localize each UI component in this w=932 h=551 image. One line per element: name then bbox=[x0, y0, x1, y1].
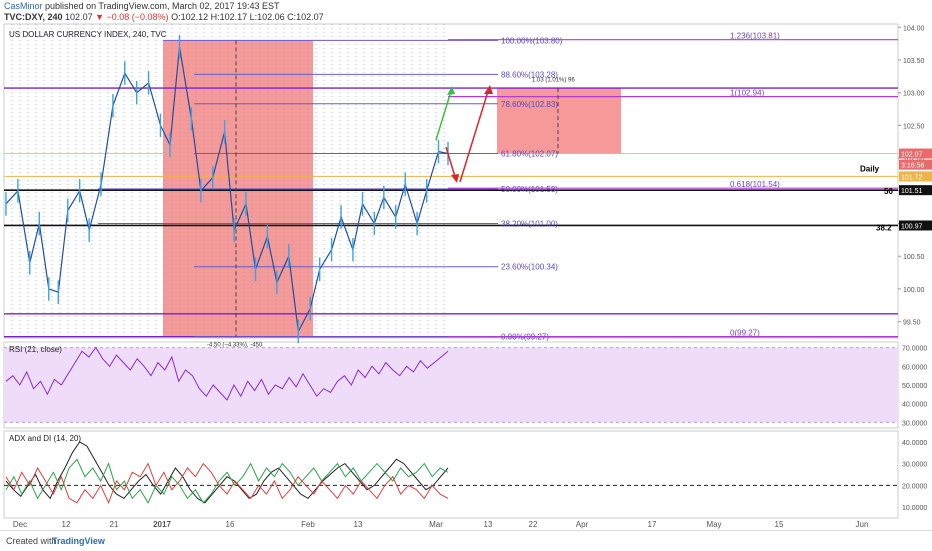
x-tick-label: Mar bbox=[429, 520, 443, 529]
green-arrow-line bbox=[435, 87, 453, 141]
fib-right-label: 1(102.94) bbox=[730, 89, 765, 98]
rsi-tick-label: 30.0000 bbox=[902, 420, 927, 427]
black-level-box-2: 100.97 bbox=[901, 223, 923, 230]
publish-info: published on TradingView.com, March 02, … bbox=[45, 1, 280, 11]
x-tick-label: 12 bbox=[62, 520, 71, 529]
adx-tick-label: 20.0000 bbox=[902, 483, 927, 490]
y-tick-label: 100.00 bbox=[903, 287, 925, 294]
fib-right-label: 0(99.27) bbox=[730, 329, 760, 338]
y-tick-label: 99.50 bbox=[903, 320, 921, 327]
fib382-label: 38.2 bbox=[876, 224, 892, 233]
x-tick-label: 16 bbox=[226, 520, 235, 529]
rsi-label: RSI (21, close) bbox=[9, 345, 62, 354]
measure-left-label: -4.50 (−4.33%), -450 bbox=[207, 343, 263, 349]
di-minus-line bbox=[5, 462, 449, 505]
chart-title: US DOLLAR CURRENCY INDEX, 240, TVC bbox=[9, 30, 167, 39]
target-zone bbox=[497, 88, 621, 154]
symbol-line: TVC:DXY, 240 102.07 ▼ −0.08 (−0.08%) O:1… bbox=[4, 12, 324, 22]
adx-tick-label: 30.0000 bbox=[902, 462, 927, 469]
ma50-label: 50 bbox=[884, 187, 893, 196]
author-link[interactable]: CasMinor bbox=[4, 1, 43, 11]
last-price-box-bg bbox=[899, 148, 932, 159]
y-tick-label: 100.50 bbox=[903, 254, 925, 261]
x-tick-label: Feb bbox=[301, 520, 315, 529]
rsi-band bbox=[4, 347, 898, 423]
daily-label: Daily bbox=[860, 164, 880, 173]
price-change: ▼ −0.08 (−0.08%) bbox=[95, 12, 169, 22]
red-arrow-up-head bbox=[484, 85, 493, 94]
fib-left-label: 23.60%(100.34) bbox=[501, 263, 558, 272]
x-tick-label: May bbox=[706, 520, 721, 529]
ohlc-values: O:102.12 H:102.17 L:102.06 C:102.07 bbox=[171, 12, 324, 22]
orange-level-box: 101.72 bbox=[901, 174, 923, 181]
fib-left-label: 50.00%(101.53) bbox=[501, 185, 558, 194]
last-price-box: 102.07 bbox=[901, 152, 923, 159]
x-tick-label: Apr bbox=[576, 520, 589, 529]
rsi-tick-label: 40.0000 bbox=[902, 402, 927, 409]
symbol-name: TVC:DXY, 240 bbox=[4, 12, 63, 22]
black-level-box-1: 101.51 bbox=[901, 188, 923, 195]
rsi-tick-label: 60.0000 bbox=[902, 364, 927, 371]
x-tick-label: Dec bbox=[13, 520, 27, 529]
x-tick-label: 22 bbox=[529, 520, 538, 529]
main-panel bbox=[3, 23, 899, 339]
red-arrow-down bbox=[445, 146, 457, 181]
y-tick-label: 102.50 bbox=[903, 123, 925, 130]
y-tick-label: 103.50 bbox=[903, 58, 925, 65]
orange-level-box-bg bbox=[899, 171, 932, 182]
fib-left-label: 78.60%(102.83) bbox=[501, 100, 558, 109]
publish-line: CasMinor published on TradingView.com, M… bbox=[4, 1, 280, 11]
created-with-label: Created with bbox=[6, 536, 57, 546]
rsi-series-line bbox=[5, 346, 449, 401]
footer: Created with TradingView bbox=[0, 530, 932, 551]
x-tick-label: 13 bbox=[354, 520, 363, 529]
red-arrow-down-head bbox=[451, 174, 459, 183]
last-price: 102.07 bbox=[65, 12, 93, 22]
chart-svg[interactable]: Dec 12 21 2017 16 Feb 13 Mar 13 22 Apr 17 May 15 Jun 99… bbox=[0, 0, 932, 530]
black-level-box-2-bg bbox=[899, 220, 932, 231]
tradingview-logo[interactable]: TradingView bbox=[52, 536, 105, 546]
price-series-line bbox=[5, 46, 449, 334]
adx-panel bbox=[3, 430, 899, 519]
countdown-box-bg bbox=[899, 159, 932, 170]
adx-tick-label: 40.0000 bbox=[902, 440, 927, 447]
measure-right-label: 1.03 (1.01%) 96 bbox=[532, 77, 575, 83]
x-tick-label: Jun bbox=[856, 520, 869, 529]
y-tick-label: 102.00 bbox=[903, 156, 925, 163]
y-tick-label: 104.00 bbox=[903, 25, 925, 32]
green-arrow-head bbox=[447, 86, 455, 95]
adx-tick-label: 10.0000 bbox=[902, 505, 927, 512]
black-level-box-1-bg bbox=[899, 185, 932, 196]
fib-right-label: 0.618(101.54) bbox=[730, 180, 780, 189]
x-tick-label: 2017 bbox=[153, 520, 171, 529]
fib-right-label: 1.236(103.81) bbox=[730, 32, 780, 41]
fib-left-label: 38.20%(101.00) bbox=[501, 220, 558, 229]
fib-left-label: 100.00%(103.80) bbox=[501, 36, 563, 45]
x-tick-label: 21 bbox=[110, 520, 119, 529]
adx-label: ADX and DI (14, 20) bbox=[9, 434, 81, 443]
rsi-tick-label: 70.0000 bbox=[902, 346, 927, 353]
red-arrow-up bbox=[459, 87, 490, 183]
fib-left-label: 88.60%(103.28) bbox=[501, 70, 558, 79]
countdown-box: 3:16:56 bbox=[901, 163, 924, 170]
fib-left-label: 61.80%(102.07) bbox=[501, 150, 558, 159]
y-tick-label: 103.00 bbox=[903, 91, 925, 98]
x-tick-label: 15 bbox=[775, 520, 784, 529]
x-tick-label: 17 bbox=[648, 520, 657, 529]
di-plus-line bbox=[5, 458, 449, 504]
x-tick-label: 13 bbox=[484, 520, 493, 529]
rsi-tick-label: 50.0000 bbox=[902, 383, 927, 390]
adx-line bbox=[5, 441, 449, 504]
